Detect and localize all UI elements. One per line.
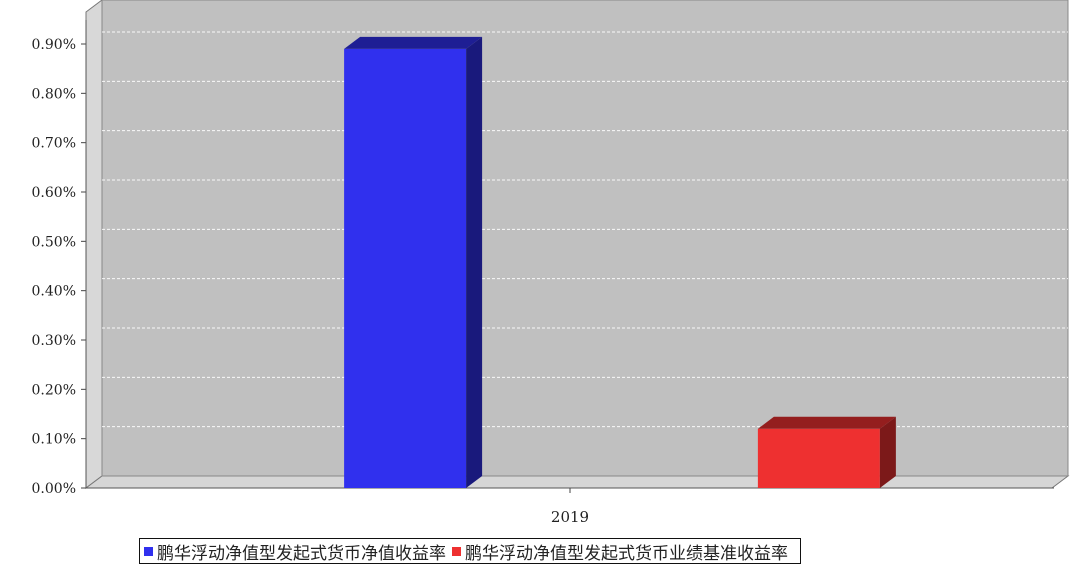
y-tick-label: 0.30% xyxy=(32,333,76,349)
bar-top xyxy=(757,416,896,429)
y-tick-label: 0.20% xyxy=(32,382,76,398)
legend-item-nav-return: 鹏华浮动净值型发起式货币净值收益率 xyxy=(144,539,446,564)
legend-label-nav-return: 鹏华浮动净值型发起式货币净值收益率 xyxy=(157,543,446,564)
bars xyxy=(344,36,896,488)
y-tick-label: 0.80% xyxy=(32,86,76,102)
legend-label-benchmark-return: 鹏华浮动净值型发起式货币业绩基准收益率 xyxy=(465,543,788,564)
bar-front xyxy=(344,48,467,488)
bar-side xyxy=(466,36,483,488)
y-tick-label: 0.90% xyxy=(32,37,76,53)
plot-background xyxy=(101,0,1069,477)
legend: 鹏华浮动净值型发起式货币净值收益率 鹏华浮动净值型发起式货币业绩基准收益率 xyxy=(139,538,801,564)
bar-benchmark-return xyxy=(757,416,896,488)
plot-floor xyxy=(84,475,1070,489)
legend-swatch-blue xyxy=(144,546,153,556)
y-tick-label: 0.40% xyxy=(32,284,76,300)
y-tick-label: 0.60% xyxy=(32,185,76,201)
y-axis-ticks: 0.00% 0.10% 0.20% 0.30% 0.40% 0.50% 0.60% 0.70%… xyxy=(32,20,1054,497)
gridlines xyxy=(102,31,1068,428)
y-tick-label: 0.50% xyxy=(32,234,76,250)
legend-item-benchmark-return: 鹏华浮动净值型发起式货币业绩基准收益率 xyxy=(452,539,788,564)
y-tick-label: 0.70% xyxy=(32,136,76,152)
y-tick-label: 0.10% xyxy=(32,432,76,448)
bar-top xyxy=(344,36,483,49)
plot-left-wall xyxy=(85,0,103,489)
x-tick-label: 2019 xyxy=(551,508,589,526)
bar-side xyxy=(879,416,896,488)
plot-area xyxy=(84,0,1070,489)
legend-swatch-red xyxy=(452,546,461,556)
bar-nav-return xyxy=(344,36,483,488)
y-tick-label: 0.00% xyxy=(32,481,76,497)
x-axis-ticks: 2019 xyxy=(551,488,589,526)
bar-front xyxy=(757,428,880,488)
